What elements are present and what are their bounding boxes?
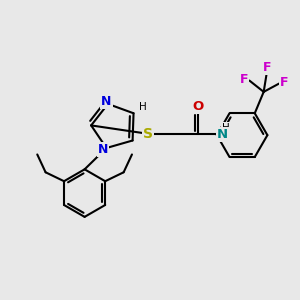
Text: N: N bbox=[98, 143, 108, 156]
Text: F: F bbox=[280, 76, 289, 89]
Text: H: H bbox=[222, 123, 230, 133]
Text: H: H bbox=[139, 102, 147, 112]
Text: N: N bbox=[101, 95, 112, 108]
Text: S: S bbox=[142, 127, 153, 141]
Text: F: F bbox=[240, 73, 248, 85]
Text: O: O bbox=[193, 100, 204, 113]
Text: N: N bbox=[217, 128, 228, 141]
Text: F: F bbox=[262, 61, 271, 74]
